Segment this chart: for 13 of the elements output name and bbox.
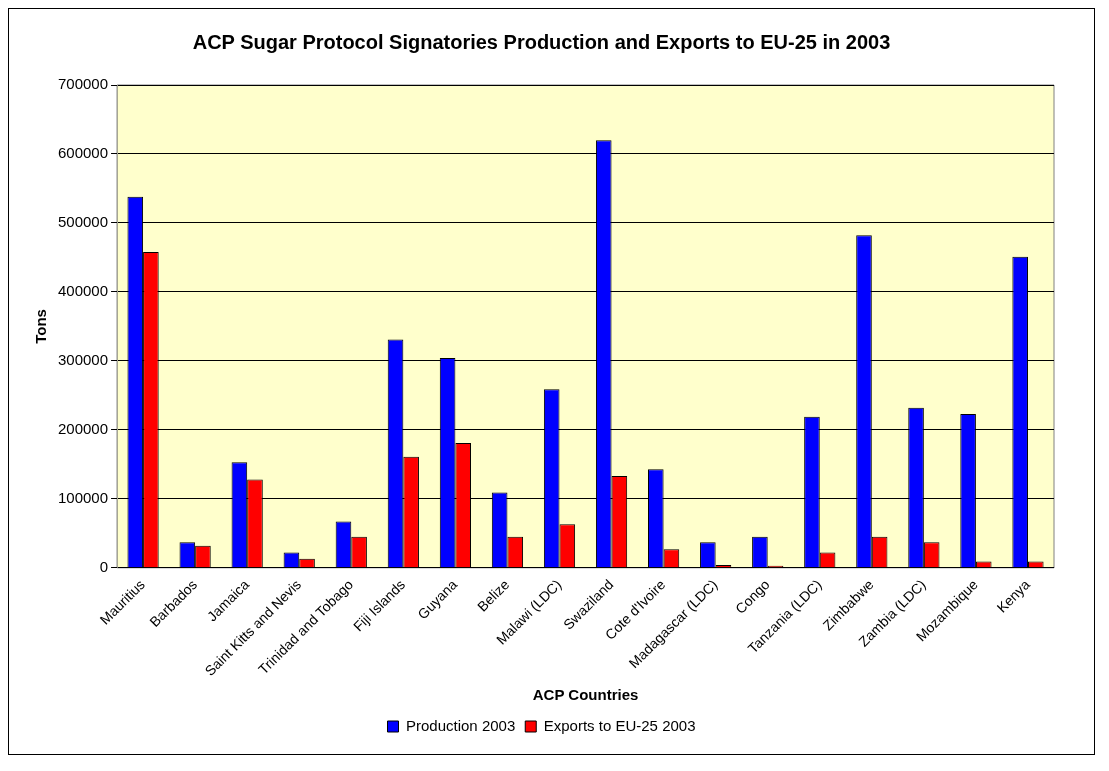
x-axis-title: ACP Countries	[532, 686, 639, 704]
y-tick-label: 0	[99, 557, 109, 575]
y-tick-label: 200000	[57, 419, 109, 437]
y-tick-label: 600000	[57, 144, 109, 162]
y-tick-label: 400000	[57, 282, 109, 300]
y-tick-label: 700000	[57, 75, 109, 93]
chart-title: ACP Sugar Protocol Signatories Production and Exports to EU-25 in 2003	[192, 30, 891, 53]
legend-label: Production 2003	[406, 716, 516, 734]
y-axis-title: Tons	[32, 309, 50, 344]
y-tick-label: 300000	[57, 351, 109, 369]
y-tick-label: 100000	[57, 488, 109, 506]
legend-label: Exports to EU-25 2003	[543, 716, 696, 734]
y-tick-label: 500000	[57, 213, 109, 231]
